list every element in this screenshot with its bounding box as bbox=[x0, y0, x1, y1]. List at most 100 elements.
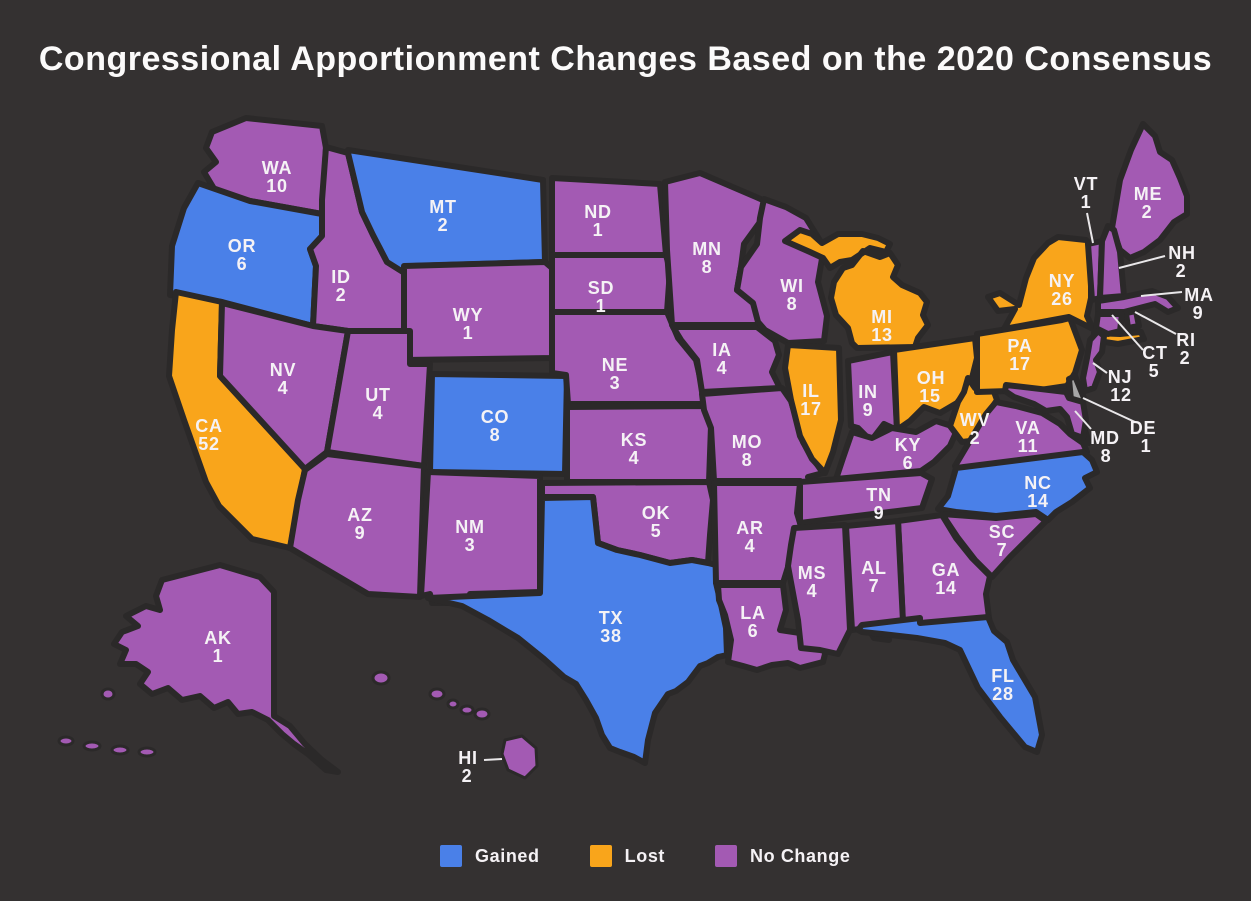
state-ut-label: UT bbox=[365, 385, 391, 405]
state-oh-label: OH bbox=[917, 368, 946, 388]
state-ms-shape bbox=[785, 522, 853, 657]
state-vt-label: VT bbox=[1074, 174, 1099, 194]
state-mn-seats: 8 bbox=[702, 257, 713, 277]
state-or-label: OR bbox=[228, 236, 257, 256]
state-mn-label: MN bbox=[692, 239, 722, 259]
state-va-seats: 11 bbox=[1018, 436, 1039, 456]
no-change-swatch-icon bbox=[715, 845, 738, 867]
state-sc-label: SC bbox=[989, 522, 1016, 542]
hi-island bbox=[459, 704, 475, 716]
state-ca-label: CA bbox=[195, 416, 223, 436]
state-mi-seats: 13 bbox=[871, 325, 893, 345]
state-az-label: AZ bbox=[347, 505, 373, 525]
state-mi-shape bbox=[782, 227, 931, 351]
ak-aleutian-island bbox=[110, 744, 130, 756]
state-la-seats: 6 bbox=[748, 621, 759, 641]
state-me-seats: 2 bbox=[1142, 202, 1153, 222]
state-vt-seats: 1 bbox=[1081, 192, 1092, 212]
state-mo-seats: 8 bbox=[742, 450, 753, 470]
state-nc-shape bbox=[935, 449, 1100, 523]
hi-big-island bbox=[500, 734, 539, 780]
ak-island bbox=[100, 687, 116, 701]
state-de-label: DE bbox=[1130, 418, 1157, 438]
state-ok-label: OK bbox=[642, 503, 671, 523]
state-mo-label: MO bbox=[732, 432, 763, 452]
state-or-seats: 6 bbox=[237, 254, 248, 274]
state-ms-label: MS bbox=[798, 563, 827, 583]
ri-pointer-line bbox=[1134, 311, 1177, 335]
state-ny-seats: 26 bbox=[1051, 289, 1073, 309]
legend-item-gained: Gained bbox=[440, 845, 540, 867]
state-tn-shape bbox=[797, 470, 935, 526]
state-de-seats: 1 bbox=[1141, 436, 1152, 456]
state-mt-label: MT bbox=[429, 197, 457, 217]
state-tx-label: TX bbox=[599, 608, 624, 628]
state-co-seats: 8 bbox=[490, 425, 501, 445]
state-nm-shape bbox=[418, 469, 543, 606]
state-wa-seats: 10 bbox=[266, 176, 288, 196]
gained-swatch-icon bbox=[440, 845, 462, 867]
state-nm-label: NM bbox=[455, 517, 485, 537]
state-nc-label: NC bbox=[1024, 473, 1052, 493]
ct-pointer-line bbox=[1111, 314, 1144, 351]
state-nj-shape bbox=[1080, 328, 1107, 394]
legend-label-no-change: No Change bbox=[750, 845, 851, 866]
state-ma-label: MA bbox=[1184, 285, 1214, 305]
state-oh-seats: 15 bbox=[919, 386, 941, 406]
state-me-label: ME bbox=[1134, 184, 1163, 204]
state-tn-label: TN bbox=[866, 485, 892, 505]
state-wy-seats: 1 bbox=[463, 323, 474, 343]
state-hi-label: HI bbox=[458, 748, 478, 768]
state-ar-label: AR bbox=[736, 518, 764, 538]
state-labels: WA 10 OR 6 CA 52 ID 2 MT 2 WY 1 NV 4 UT … bbox=[195, 158, 1214, 786]
legend-item-no-change: No Change bbox=[715, 845, 850, 867]
de-pointer-line bbox=[1082, 397, 1136, 423]
state-fl-seats: 28 bbox=[992, 684, 1014, 704]
state-me-shape bbox=[1109, 121, 1190, 261]
state-sc-seats: 7 bbox=[997, 540, 1008, 560]
state-ga-label: GA bbox=[932, 560, 961, 580]
ak-aleutian-island bbox=[57, 735, 75, 747]
state-md-label: MD bbox=[1090, 428, 1120, 448]
state-nm-seats: 3 bbox=[465, 535, 476, 555]
state-ky-seats: 6 bbox=[903, 453, 914, 473]
state-wi-label: WI bbox=[780, 276, 804, 296]
legend-label-gained: Gained bbox=[475, 845, 540, 866]
state-ca-seats: 52 bbox=[198, 434, 220, 454]
legend-label-lost: Lost bbox=[624, 845, 666, 866]
lost-swatch-icon bbox=[589, 845, 612, 867]
state-in-seats: 9 bbox=[863, 400, 874, 420]
state-ak-seats: 1 bbox=[213, 646, 224, 666]
state-pa-label: PA bbox=[1007, 336, 1032, 356]
state-tx-shape bbox=[425, 494, 730, 766]
state-nc-seats: 14 bbox=[1027, 491, 1049, 511]
vt-pointer-line bbox=[1086, 212, 1094, 244]
state-sd-seats: 1 bbox=[596, 296, 607, 316]
state-nv-seats: 4 bbox=[278, 378, 289, 398]
state-wa-label: WA bbox=[262, 158, 293, 178]
state-az-shape bbox=[287, 451, 427, 600]
state-ky-label: KY bbox=[895, 435, 922, 455]
state-ks-label: KS bbox=[621, 430, 648, 450]
legend-item-lost: Lost bbox=[589, 845, 666, 867]
state-mt-shape bbox=[345, 147, 548, 275]
hi-island bbox=[446, 698, 460, 710]
state-ne-seats: 3 bbox=[610, 373, 621, 393]
hi-pointer-line bbox=[483, 758, 503, 761]
state-il-seats: 17 bbox=[800, 399, 822, 419]
state-hi-seats: 2 bbox=[462, 766, 473, 786]
state-ct-label: CT bbox=[1142, 343, 1168, 363]
state-ms-seats: 4 bbox=[807, 581, 818, 601]
hi-island bbox=[473, 707, 491, 721]
state-az-seats: 9 bbox=[355, 523, 366, 543]
state-ks-seats: 4 bbox=[629, 448, 640, 468]
state-fl-shape bbox=[855, 614, 1045, 755]
state-in-label: IN bbox=[858, 382, 878, 402]
label-pointer-lines bbox=[483, 212, 1183, 761]
state-ri-label: RI bbox=[1176, 330, 1196, 350]
state-nh-label: NH bbox=[1168, 243, 1196, 263]
state-co-label: CO bbox=[481, 407, 510, 427]
state-nv-label: NV bbox=[270, 360, 297, 380]
state-tx-seats: 38 bbox=[600, 626, 622, 646]
